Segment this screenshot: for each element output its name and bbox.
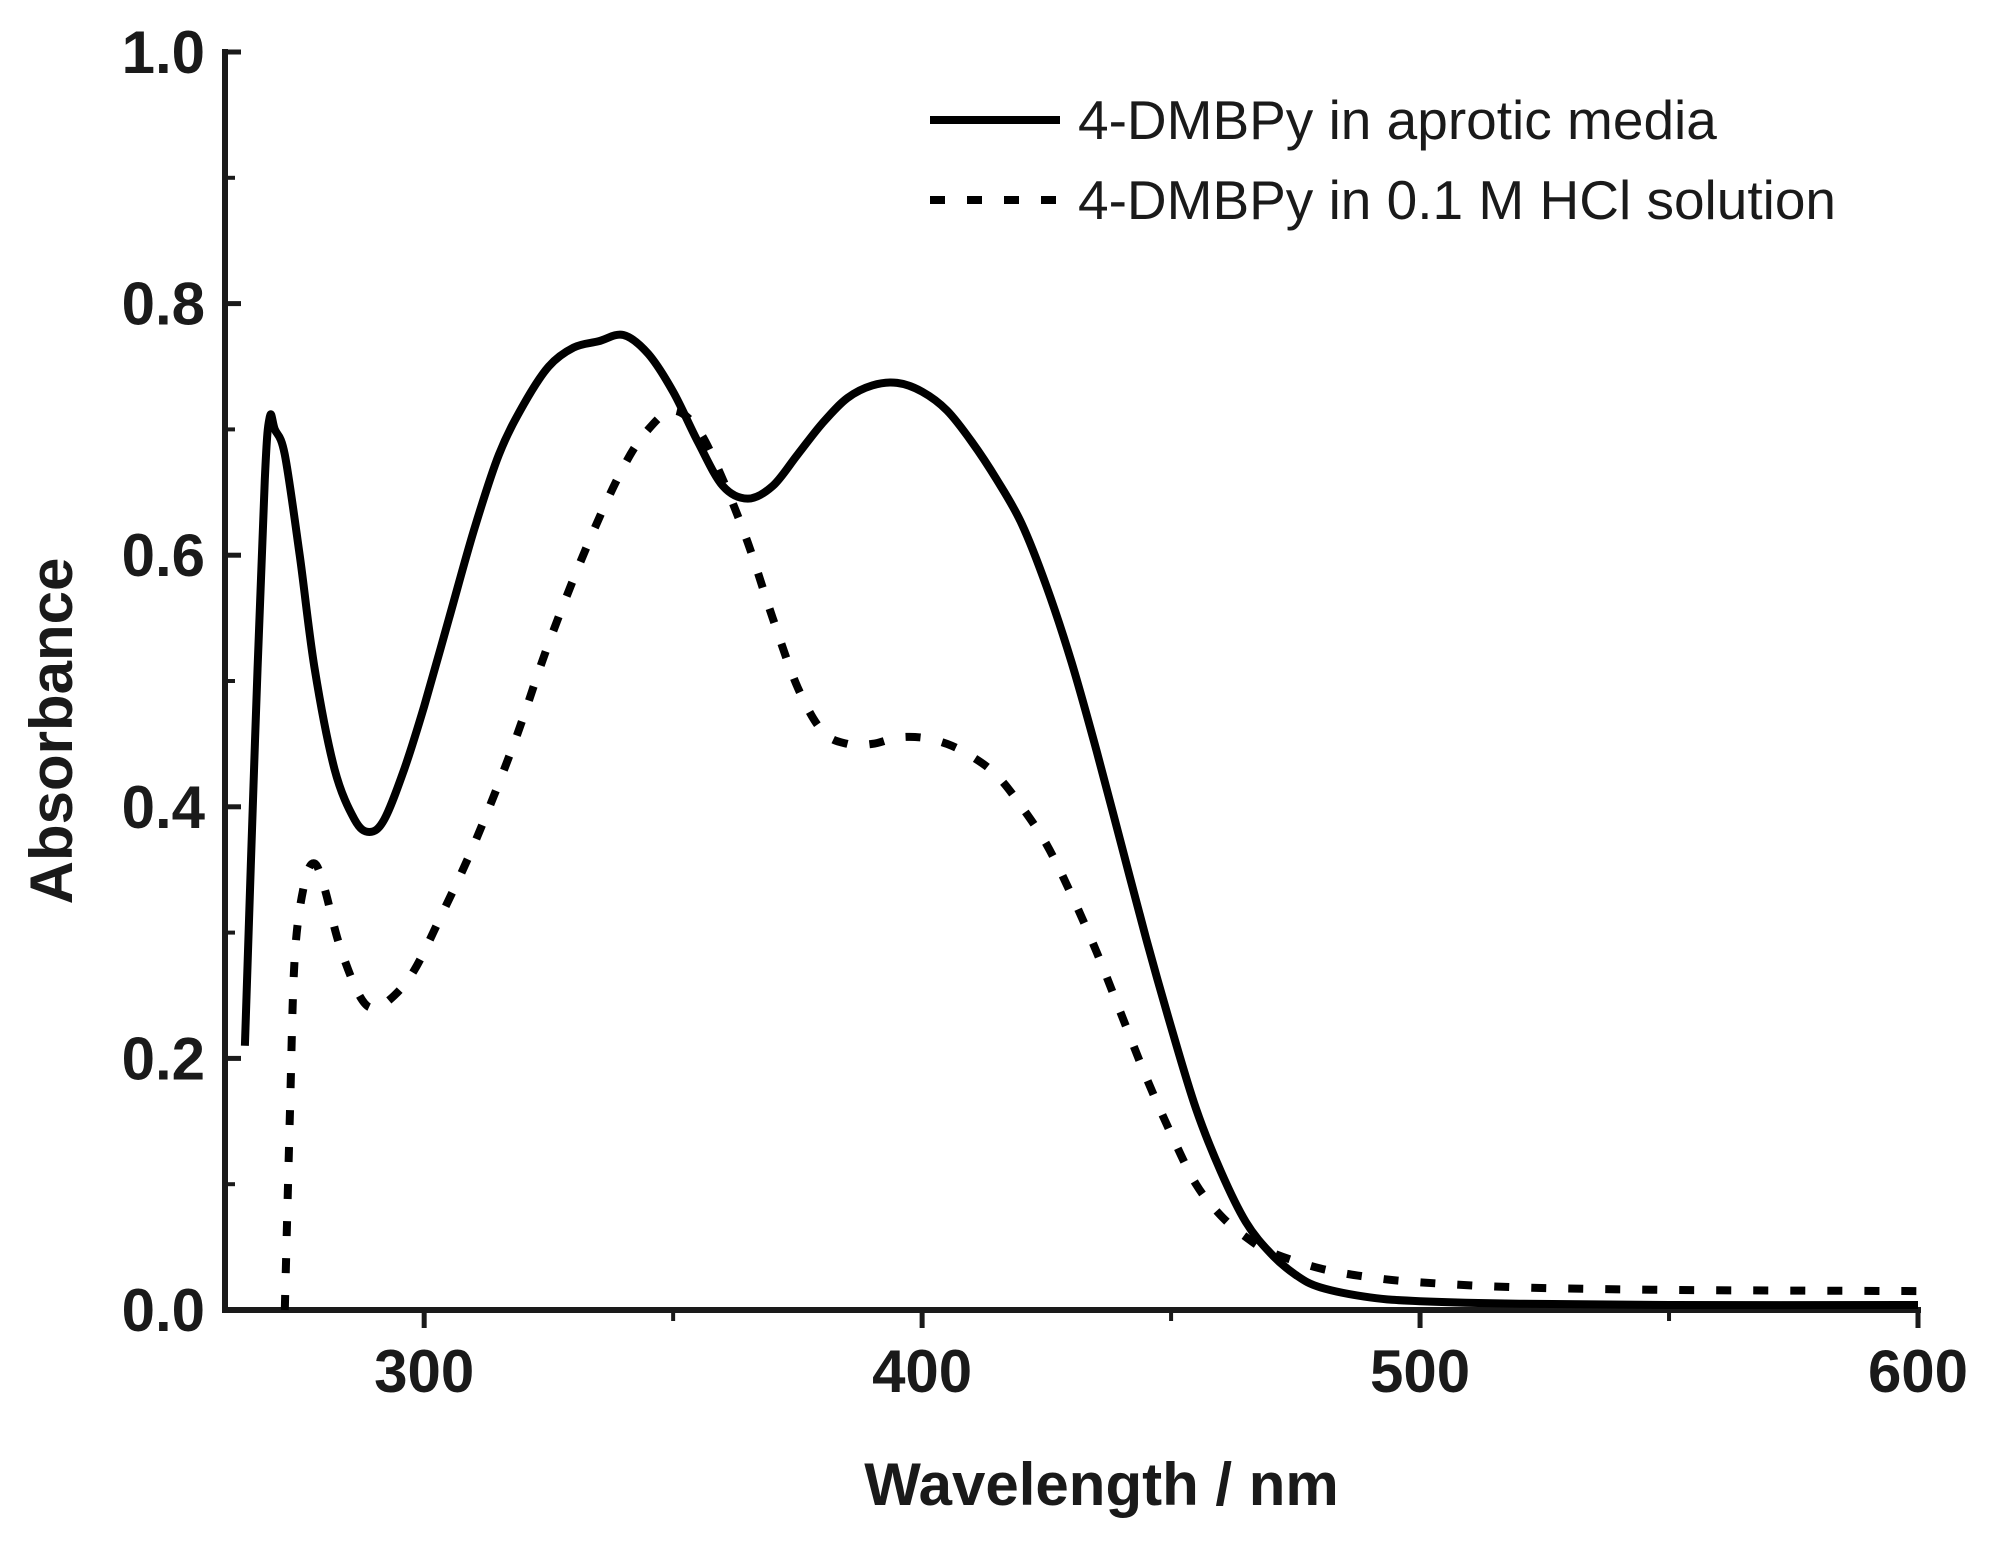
x-tick-label: 600 xyxy=(1868,1338,1968,1405)
y-tick-label: 0.2 xyxy=(122,1025,205,1092)
legend-label: 4-DMBPy in 0.1 M HCl solution xyxy=(1078,169,1836,231)
y-tick-label: 0.6 xyxy=(122,522,205,589)
x-tick-label: 500 xyxy=(1370,1338,1470,1405)
axes: 0.0 0.2 0.4 0.6 0.8 1.0 300 400 500 600 xyxy=(122,19,1968,1405)
legend-label: 4-DMBPy in aprotic media xyxy=(1078,89,1717,151)
series-line-hcl xyxy=(280,406,1919,1311)
series-lines xyxy=(240,330,1919,1311)
y-tick-label: 0.0 xyxy=(122,1277,205,1344)
y-tick-label: 1.0 xyxy=(122,19,205,86)
y-tick-label: 0.8 xyxy=(122,271,205,338)
x-tick-label: 300 xyxy=(374,1338,474,1405)
series-line-aprotic xyxy=(240,330,1919,1310)
legend: 4-DMBPy in aprotic media 4-DMBPy in 0.1 M… xyxy=(930,89,1836,231)
y-tick-label: 0.4 xyxy=(122,774,206,841)
x-tick-label: 400 xyxy=(872,1338,972,1405)
x-axis-title: Wavelength / nm xyxy=(864,1451,1339,1518)
y-axis-title: Absorbance xyxy=(18,558,85,905)
